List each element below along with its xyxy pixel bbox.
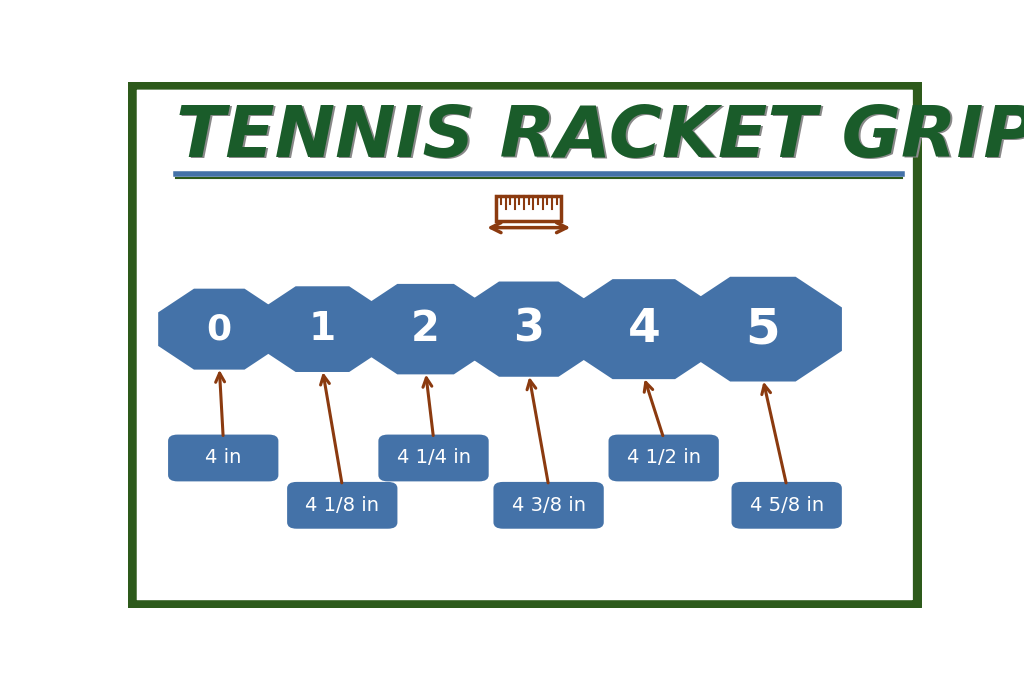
Text: 4: 4 — [628, 307, 660, 352]
Text: TENNIS RACKET GRIP SIZE: TENNIS RACKET GRIP SIZE — [178, 104, 1024, 173]
FancyBboxPatch shape — [608, 434, 719, 482]
Polygon shape — [158, 289, 281, 370]
FancyBboxPatch shape — [168, 434, 279, 482]
Text: 4 5/8 in: 4 5/8 in — [750, 496, 823, 515]
Polygon shape — [258, 286, 387, 372]
Polygon shape — [684, 277, 842, 382]
Polygon shape — [568, 279, 719, 379]
Text: 4 1/4 in: 4 1/4 in — [396, 449, 471, 467]
Text: 2: 2 — [412, 308, 440, 350]
Polygon shape — [457, 281, 601, 377]
FancyBboxPatch shape — [497, 195, 561, 221]
FancyBboxPatch shape — [494, 482, 604, 529]
Text: 4 1/8 in: 4 1/8 in — [305, 496, 379, 515]
Text: 4 3/8 in: 4 3/8 in — [512, 496, 586, 515]
Text: 3: 3 — [513, 307, 544, 350]
FancyBboxPatch shape — [287, 482, 397, 529]
Text: TENNIS RACKET GRIP SIZE: TENNIS RACKET GRIP SIZE — [176, 102, 1024, 171]
FancyBboxPatch shape — [379, 434, 488, 482]
FancyBboxPatch shape — [731, 482, 842, 529]
Text: 5: 5 — [745, 305, 780, 353]
Polygon shape — [357, 284, 494, 374]
Text: 0: 0 — [207, 312, 231, 346]
FancyBboxPatch shape — [131, 84, 919, 606]
Text: 1: 1 — [309, 310, 336, 348]
Text: 4 in: 4 in — [205, 449, 242, 467]
Text: 4 1/2 in: 4 1/2 in — [627, 449, 700, 467]
